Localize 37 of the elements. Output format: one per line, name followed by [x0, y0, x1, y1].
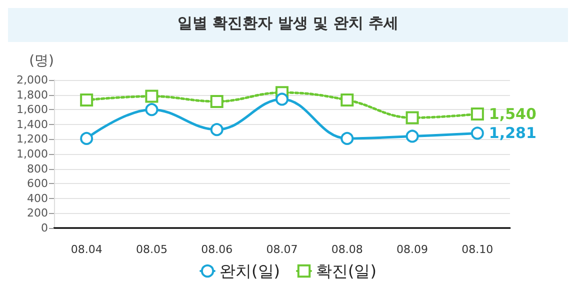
- y-tick-label: 1,000: [16, 148, 48, 160]
- point: [470, 108, 484, 121]
- y-tick-label: 1,600: [16, 103, 48, 116]
- x-tick-label: 08.07: [266, 243, 298, 256]
- y-axis-title: (명): [29, 53, 54, 69]
- x-tick-label: 08.04: [70, 243, 102, 256]
- x-tick-label: 08.06: [201, 243, 233, 256]
- data-label: 1,540: [488, 105, 536, 124]
- legend-label: 확진(일): [316, 262, 376, 280]
- y-tick-label: 600: [27, 177, 48, 190]
- point: [470, 126, 484, 140]
- point: [80, 132, 94, 145]
- y-tick-label: 2,000: [16, 74, 48, 86]
- point: [406, 130, 419, 143]
- y-tick-label: 0: [41, 222, 48, 234]
- data-label: 1,281: [488, 124, 536, 142]
- point: [145, 90, 158, 103]
- x-tick-label: 08.05: [136, 243, 168, 256]
- y-tick-label: 800: [27, 162, 48, 176]
- y-tick-label: 400: [27, 192, 48, 205]
- point: [80, 93, 94, 106]
- chart-title: 일별 확진환자 발생 및 완치 추세: [8, 8, 568, 42]
- x-tick-label: 08.08: [331, 243, 363, 256]
- point: [210, 123, 224, 136]
- point: [340, 93, 354, 106]
- point: [406, 111, 419, 124]
- point: [276, 92, 288, 106]
- legend-label: 완치(일): [220, 262, 280, 280]
- point: [210, 94, 224, 108]
- y-tick-label: 1,400: [16, 118, 48, 131]
- point: [340, 132, 354, 145]
- y-tick-label: 200: [27, 206, 48, 220]
- y-tick-label: 1,200: [16, 132, 48, 146]
- x-tick-label: 08.09: [396, 243, 428, 256]
- y-tick-label: 1,800: [16, 88, 48, 102]
- x-tick-label: 08.10: [462, 243, 494, 256]
- point: [145, 103, 158, 116]
